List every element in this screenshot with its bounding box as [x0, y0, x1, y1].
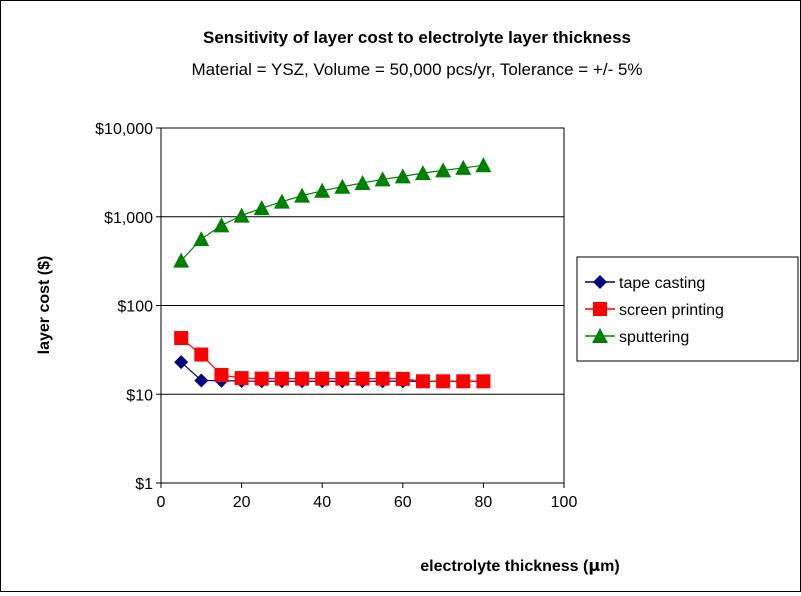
data-point-sputtering — [394, 168, 411, 184]
y-tick-label: $10,000 — [95, 121, 153, 138]
data-point-sputtering — [213, 217, 230, 233]
chart-title: Sensitivity of layer cost to electrolyte… — [203, 28, 631, 47]
data-point-screen-printing — [375, 371, 390, 386]
data-point-screen-printing — [395, 371, 410, 386]
data-point-sputtering — [435, 162, 452, 178]
data-point-sputtering — [354, 175, 371, 191]
x-axis-label-mu: μ — [588, 556, 600, 575]
data-point-screen-printing — [476, 374, 491, 389]
legend-marker — [593, 302, 607, 316]
data-point-sputtering — [455, 159, 472, 175]
x-axis-label: electrolyte thickness (μm) — [420, 556, 619, 575]
data-point-screen-printing — [174, 331, 189, 346]
legend-marker — [592, 328, 608, 343]
gridlines — [161, 216, 564, 395]
data-point-screen-printing — [415, 374, 430, 389]
x-tick-label: 0 — [157, 494, 166, 511]
data-point-screen-printing — [254, 371, 269, 386]
y-tick-label: $10 — [126, 387, 153, 404]
data-point-sputtering — [314, 182, 331, 198]
series-line-screen-printing — [180, 337, 484, 382]
data-point-screen-printing — [295, 371, 310, 386]
data-point-sputtering — [294, 187, 311, 203]
x-tick-label: 100 — [551, 494, 578, 511]
data-point-tape-casting — [194, 373, 209, 388]
x-tick-label: 80 — [475, 494, 493, 511]
legend-entry-screen-printing: screen printing — [585, 302, 724, 319]
legend-label: tape casting — [619, 275, 705, 292]
data-point-screen-printing — [436, 374, 451, 389]
data-point-sputtering — [414, 165, 431, 181]
data-point-screen-printing — [456, 374, 471, 389]
x-tick-label: 20 — [233, 494, 251, 511]
legend: tape casting screen printing sputtering — [576, 256, 799, 362]
data-point-sputtering — [475, 157, 492, 173]
data-point-screen-printing — [335, 371, 350, 386]
legend-entry-sputtering: sputtering — [585, 328, 689, 346]
series-sputtering — [173, 157, 492, 268]
data-point-screen-printing — [274, 371, 289, 386]
chart-subtitle: Material = YSZ, Volume = 50,000 pcs/yr, … — [191, 60, 642, 79]
data-point-screen-printing — [234, 371, 249, 386]
series-layer — [173, 157, 492, 389]
legend-marker — [593, 275, 607, 289]
data-point-tape-casting — [174, 355, 189, 370]
data-point-sputtering — [374, 171, 391, 187]
axis-ticks: $1 $10 $100 $1,000 $10,000 0 20 40 60 80 100 — [95, 121, 577, 511]
data-point-screen-printing — [315, 371, 330, 386]
data-point-screen-printing — [194, 347, 209, 362]
y-tick-label: $1 — [135, 476, 153, 493]
series-screen-printing — [174, 331, 491, 389]
data-point-sputtering — [233, 207, 250, 223]
y-axis-label: layer cost ($) — [36, 256, 53, 355]
data-point-sputtering — [273, 193, 290, 209]
data-point-sputtering — [193, 231, 210, 247]
data-point-screen-printing — [355, 371, 370, 386]
x-axis-label-prefix: electrolyte thickness ( — [420, 558, 589, 575]
x-tick-label: 60 — [394, 494, 412, 511]
x-tick-label: 40 — [313, 494, 331, 511]
legend-entry-tape-casting: tape casting — [585, 275, 705, 292]
legend-label: sputtering — [619, 329, 689, 346]
data-point-sputtering — [334, 178, 351, 194]
data-point-sputtering — [173, 252, 190, 268]
series-line-sputtering — [180, 164, 484, 262]
y-tick-label: $1,000 — [104, 210, 153, 227]
data-point-screen-printing — [214, 367, 229, 382]
x-axis-label-suffix: m) — [600, 558, 620, 575]
y-tick-label: $100 — [117, 299, 153, 316]
data-point-sputtering — [253, 200, 270, 216]
legend-label: screen printing — [619, 302, 724, 319]
